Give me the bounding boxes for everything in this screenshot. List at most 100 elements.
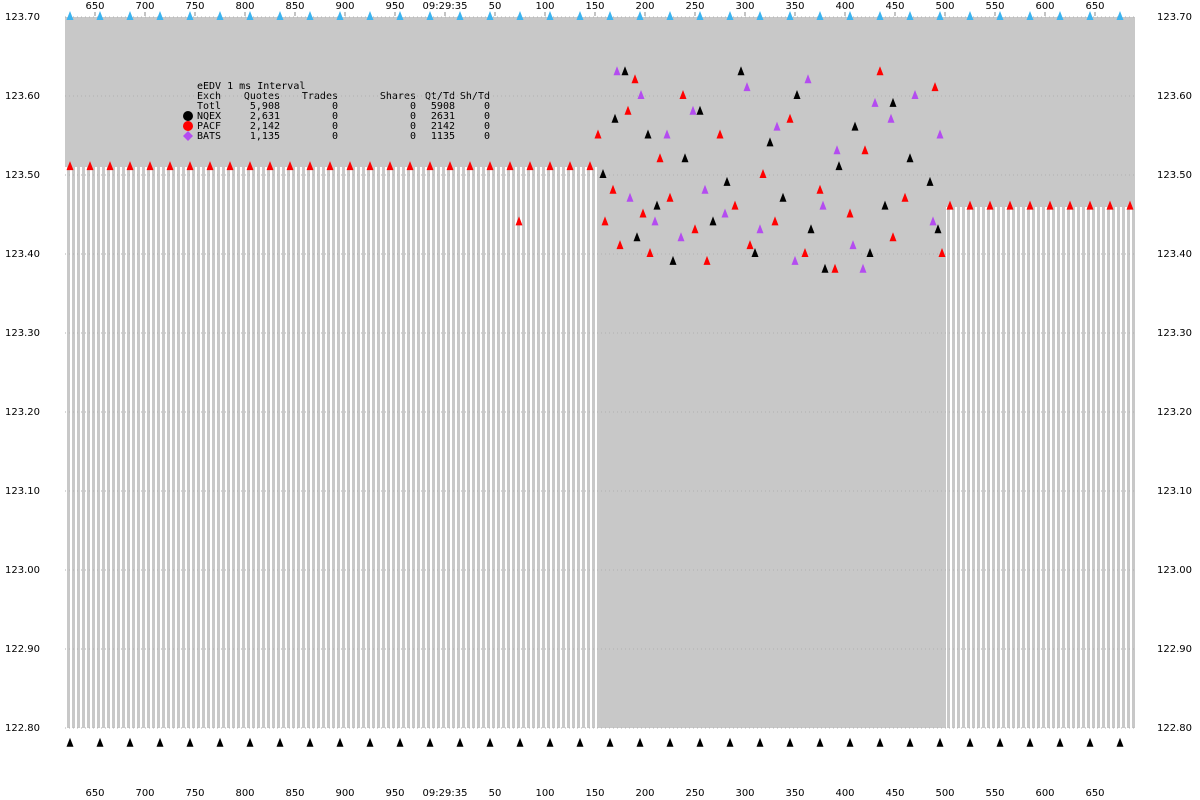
quote-marker	[743, 82, 751, 92]
quote-marker	[276, 11, 284, 20]
quote-marker	[456, 11, 464, 20]
x-tick-label: 650	[85, 1, 104, 12]
quote-marker	[624, 105, 632, 115]
quote-marker	[791, 255, 799, 265]
quote-marker	[751, 248, 759, 257]
quote-marker	[644, 129, 652, 139]
quote-marker	[426, 161, 434, 171]
quote-marker	[1116, 737, 1124, 747]
quote-marker	[938, 248, 946, 257]
table-cell: 0	[484, 111, 490, 122]
x-tick-label: 100	[535, 788, 554, 799]
quote-marker	[586, 161, 594, 171]
quote-marker	[516, 737, 524, 747]
quote-marker	[609, 184, 617, 194]
x-tick-label: 750	[185, 788, 204, 799]
quote-marker	[266, 161, 274, 171]
quote-marker	[851, 121, 859, 131]
quote-marker	[731, 200, 739, 210]
table-cell: 2142	[431, 121, 455, 132]
quote-marker	[816, 11, 824, 20]
quote-marker	[613, 66, 621, 76]
quote-marker	[637, 90, 645, 99]
quote-marker	[546, 161, 554, 171]
y-tick-label: 123.10	[5, 486, 40, 497]
x-tick-label: 09:29:35	[423, 1, 468, 12]
quote-marker	[366, 161, 374, 171]
table-cell: 0	[332, 101, 338, 112]
quote-marker	[726, 11, 734, 20]
quote-marker	[86, 161, 94, 171]
quote-marker	[819, 200, 827, 210]
quote-marker	[816, 184, 824, 194]
quote-marker	[793, 90, 801, 99]
quote-marker	[833, 145, 841, 155]
table-cell: 5908	[431, 101, 455, 112]
quote-marker	[986, 200, 994, 210]
quote-marker	[651, 216, 659, 226]
quote-marker	[681, 153, 689, 163]
quote-marker	[677, 232, 685, 242]
x-tick-label: 350	[785, 788, 804, 799]
quote-marker	[801, 248, 809, 257]
table-cell: 0	[332, 131, 338, 142]
x-tick-label: 150	[585, 788, 604, 799]
quote-marker	[286, 161, 294, 171]
y-tick-label: 123.70	[5, 12, 40, 23]
quote-marker	[636, 11, 644, 20]
quote-marker	[721, 208, 729, 218]
quote-marker	[663, 129, 671, 139]
quote-marker	[679, 90, 687, 99]
quote-marker	[696, 11, 704, 20]
quote-marker	[887, 113, 895, 123]
x-tick-label: 550	[985, 1, 1004, 12]
quote-marker	[889, 97, 897, 107]
quote-marker	[146, 161, 154, 171]
y-tick-label: 122.90	[1157, 644, 1192, 655]
quote-marker	[1116, 11, 1124, 20]
table-cell: 0	[484, 101, 490, 112]
y-tick-label: 123.10	[1157, 486, 1192, 497]
quote-marker	[871, 97, 879, 107]
quote-marker	[876, 11, 884, 20]
x-tick-label: 450	[885, 788, 904, 799]
quote-marker	[466, 161, 474, 171]
quote-marker	[216, 11, 224, 20]
quote-marker	[926, 176, 934, 186]
quote-marker	[426, 737, 434, 747]
quote-marker	[515, 216, 523, 226]
x-tick-label: 450	[885, 1, 904, 12]
table-cell: 0	[410, 131, 416, 142]
table-cell: 0	[332, 121, 338, 132]
quote-marker	[446, 161, 454, 171]
x-tick-label: 750	[185, 1, 204, 12]
quote-marker	[723, 176, 731, 186]
y-tick-label: 123.70	[1157, 12, 1192, 23]
quote-marker	[831, 263, 839, 273]
x-tick-label: 700	[135, 1, 154, 12]
quote-marker	[226, 161, 234, 171]
quote-marker	[766, 137, 774, 147]
quote-marker	[546, 11, 554, 20]
y-tick-label: 122.80	[1157, 723, 1192, 734]
quote-marker	[911, 90, 919, 99]
quote-marker	[606, 11, 614, 20]
quote-marker	[66, 161, 74, 171]
quote-marker	[821, 263, 829, 273]
y-tick-label: 123.20	[1157, 407, 1192, 418]
table-cell: 0	[484, 131, 490, 142]
x-tick-label: 200	[635, 1, 654, 12]
table-cell: 2631	[431, 111, 455, 122]
quote-marker	[406, 161, 414, 171]
quote-marker	[691, 224, 699, 234]
quote-marker	[1106, 200, 1114, 210]
quote-marker	[756, 224, 764, 234]
quote-marker	[246, 161, 254, 171]
quote-marker	[306, 737, 314, 747]
y-tick-label: 122.80	[5, 723, 40, 734]
quote-marker	[786, 113, 794, 123]
quote-marker	[1086, 200, 1094, 210]
quote-marker	[426, 11, 434, 20]
quote-marker	[1006, 200, 1014, 210]
